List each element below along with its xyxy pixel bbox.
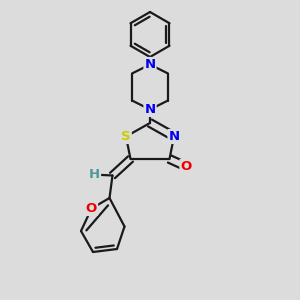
Text: N: N: [144, 103, 156, 116]
Text: O: O: [180, 160, 192, 173]
Text: N: N: [168, 130, 180, 143]
Text: O: O: [86, 202, 97, 215]
Text: S: S: [121, 130, 131, 143]
Text: N: N: [144, 58, 156, 71]
Text: H: H: [89, 168, 100, 181]
